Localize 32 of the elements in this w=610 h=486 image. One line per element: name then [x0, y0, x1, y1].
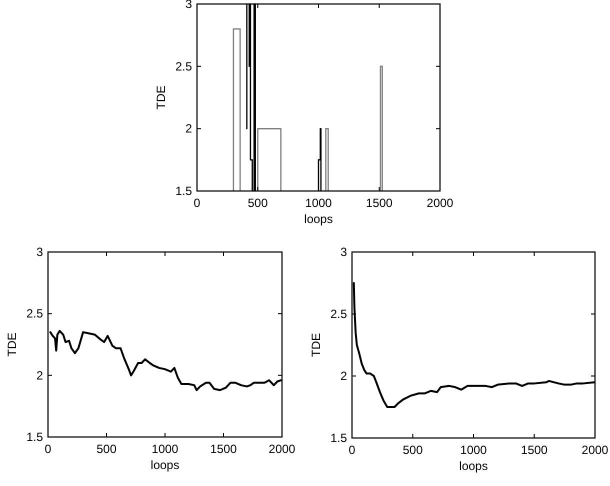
- y-tick-label: 3: [36, 245, 44, 259]
- x-axis-title: loops: [459, 459, 488, 473]
- x-tick-label: 2000: [582, 443, 609, 457]
- x-tick-label: 0: [44, 442, 52, 456]
- y-tick-label: 2: [36, 368, 44, 382]
- x-tick-label: 1500: [210, 442, 238, 456]
- x-tick-label: 500: [96, 442, 117, 456]
- x-tick-label: 500: [248, 196, 268, 210]
- y-tick-label: 2: [340, 369, 348, 383]
- x-tick-label: 1000: [460, 443, 488, 457]
- y-tick-label: 1.5: [330, 431, 348, 445]
- x-tick-label: 500: [402, 443, 424, 457]
- y-tick-label: 1.5: [175, 184, 192, 198]
- x-tick-label: 2000: [268, 442, 296, 456]
- x-tick-label: 1000: [305, 196, 332, 210]
- y-axis-title: TDE: [309, 333, 323, 357]
- x-tick-label: 2000: [426, 196, 454, 210]
- y-axis-title: TDE: [5, 332, 19, 356]
- x-tick-label: 0: [348, 443, 356, 457]
- x-axis-title: loops: [304, 212, 333, 226]
- x-axis-title: loops: [150, 458, 180, 472]
- x-tick-label: 0: [194, 196, 201, 210]
- y-tick-label: 2.5: [175, 59, 192, 74]
- y-tick-label: 3: [340, 245, 348, 259]
- x-tick-label: 1500: [366, 196, 393, 210]
- y-tick-label: 2.5: [26, 306, 44, 321]
- y-tick-label: 2.5: [330, 307, 348, 321]
- x-tick-label: 1500: [520, 443, 548, 457]
- x-tick-label: 1000: [152, 442, 179, 456]
- y-axis-title: TDE: [154, 86, 168, 110]
- y-tick-label: 1.5: [26, 430, 44, 444]
- y-tick-label: 2: [185, 122, 192, 136]
